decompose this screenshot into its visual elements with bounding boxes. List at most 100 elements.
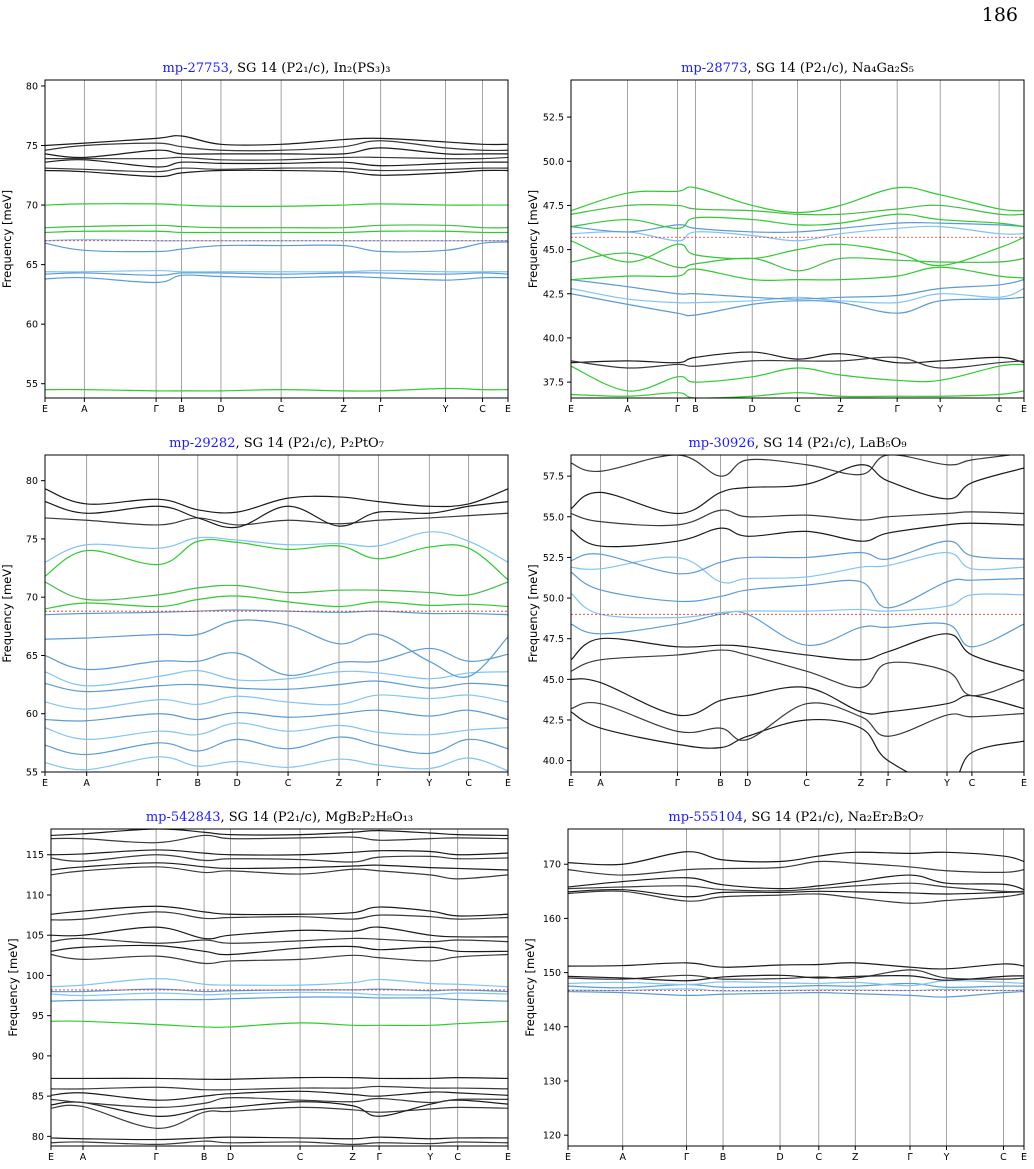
- phonon-band-3: [571, 356, 1024, 369]
- phonon-band-11: [45, 159, 508, 168]
- x-tick-label: A: [597, 778, 604, 789]
- x-tick-label: D: [744, 778, 751, 789]
- phonon-band-14: [45, 140, 508, 152]
- x-tick-label: Y: [943, 1152, 950, 1163]
- material-id-link[interactable]: mp-27753: [162, 61, 228, 76]
- x-tick-label: Γ: [376, 778, 382, 789]
- x-tick-label: B: [201, 1152, 208, 1163]
- phonon-band-16: [51, 926, 508, 940]
- phonon-band-5: [45, 680, 508, 693]
- x-tick-label: Γ: [684, 1152, 690, 1163]
- y-tick-label: 70: [26, 201, 38, 212]
- x-tick-label: C: [297, 1152, 304, 1163]
- phonon-band-10: [571, 522, 1024, 548]
- y-tick-label: 80: [32, 1132, 44, 1143]
- x-tick-label: B: [195, 778, 202, 789]
- x-tick-label: D: [776, 1152, 783, 1163]
- phonon-band-5: [571, 287, 1024, 304]
- band-panel-mp-30926: 40.0 42.5 45.0 47.5 50.0 52.5 55.0 57.5 E A Γ B D C Z Γ…: [526, 436, 1027, 789]
- phonon-band-8: [51, 1020, 508, 1028]
- panel-title: mp-555104, SG 14 (P2₁/c), Na₂Er₂B₂O₇: [668, 810, 923, 825]
- x-tick-label: C: [278, 404, 285, 415]
- y-tick-label: 115: [26, 850, 44, 861]
- material-id-link[interactable]: mp-542843: [146, 810, 221, 825]
- y-tick-label: 80: [26, 476, 38, 487]
- material-id-link[interactable]: mp-29282: [169, 436, 235, 451]
- phonon-band-11: [51, 988, 508, 993]
- phonon-band-0: [51, 1140, 508, 1145]
- y-tick-label: 45.0: [543, 675, 564, 686]
- material-id-link[interactable]: mp-30926: [688, 436, 754, 451]
- x-tick-label: B: [717, 778, 724, 789]
- phonon-band-10: [571, 225, 1024, 242]
- y-tick-label: 60: [26, 320, 38, 331]
- panel-title: mp-28773, SG 14 (P2₁/c), Na₄Ga₂S₅: [681, 61, 914, 76]
- phonon-band-15: [45, 501, 508, 529]
- phonon-band-20: [51, 862, 508, 871]
- bands: [571, 455, 1024, 772]
- phonon-band-6: [45, 669, 508, 687]
- material-id-link[interactable]: mp-28773: [681, 61, 747, 76]
- phonon-band-7: [45, 224, 508, 229]
- y-tick-label: 170: [543, 860, 561, 871]
- phonon-band-7: [568, 890, 1024, 904]
- x-tick-label: Γ: [153, 404, 159, 415]
- phonon-band-11: [568, 860, 1024, 876]
- phonon-band-0: [571, 711, 1024, 772]
- y-tick-label: 80: [26, 81, 38, 92]
- phonon-band-17: [51, 911, 508, 921]
- phonon-band-7: [51, 1076, 508, 1080]
- y-tick-label: 50.0: [543, 157, 564, 168]
- band-panel-mp-27753: 55 60 65 70 75 80 E A Γ B D C Z Γ Y C E Frequency [meV] mp…: [0, 61, 511, 415]
- y-tick-label: 55.0: [543, 512, 564, 523]
- x-tick-label: A: [619, 1152, 626, 1163]
- phonon-band-8: [568, 888, 1024, 898]
- y-tick-label: 65: [26, 651, 38, 662]
- x-tick-label: C: [803, 778, 810, 789]
- x-tick-label: Y: [426, 1152, 433, 1163]
- phonon-band-4: [51, 1097, 508, 1108]
- phonon-band-3: [45, 269, 508, 273]
- y-axis-label: Frequency [meV]: [526, 190, 540, 288]
- x-tick-label: E: [568, 404, 574, 415]
- phonon-band-6: [568, 962, 1024, 970]
- x-tick-label: C: [465, 778, 472, 789]
- phonon-band-18: [51, 905, 508, 917]
- phonon-band-12: [571, 464, 1024, 515]
- y-tick-label: 57.5: [543, 472, 564, 483]
- x-tick-label: Y: [425, 778, 432, 789]
- bands: [51, 829, 508, 1145]
- phonon-band-5: [51, 1090, 508, 1101]
- x-tick-label: C: [454, 1152, 461, 1163]
- x-tick-label: Γ: [907, 1152, 913, 1163]
- x-tick-label: A: [81, 404, 88, 415]
- material-id-link[interactable]: mp-555104: [668, 810, 743, 825]
- axes-frame: [570, 454, 1025, 773]
- y-tick-label: 85: [32, 1092, 44, 1103]
- x-tick-label: D: [233, 778, 240, 789]
- phonon-band-1: [571, 702, 1024, 741]
- phonon-band-21: [51, 854, 508, 863]
- x-tick-label: C: [479, 404, 486, 415]
- phonon-band-0: [568, 990, 1024, 998]
- x-tick-label: E: [42, 404, 48, 415]
- phonon-band-8: [45, 203, 508, 208]
- phonon-band-10: [568, 874, 1024, 891]
- panel-title: mp-29282, SG 14 (P2₁/c), P₂PtO₇: [169, 436, 384, 451]
- phonon-band-10: [45, 595, 508, 610]
- phonon-band-19: [51, 866, 508, 880]
- bands: [45, 488, 508, 772]
- x-tick-label: C: [285, 778, 292, 789]
- x-tick-label: E: [1021, 404, 1027, 415]
- band-panel-mp-29282: 55 60 65 70 75 80 E A Γ B D C Z Γ Y C E Frequency [meV] mp…: [0, 436, 511, 789]
- title-formula: , SG 14 (P2₁/c), LaB₅O₉: [755, 436, 907, 451]
- y-tick-label: 47.5: [543, 634, 564, 645]
- band-panel-mp-542843: 80 85 90 95 100 105 110 115 E A Γ B D C Z Γ Y C E Frequency…: [6, 810, 511, 1163]
- panel-title: mp-542843, SG 14 (P2₁/c), MgB₂P₂H₈O₁₃: [146, 810, 413, 825]
- y-tick-label: 75: [26, 534, 38, 545]
- phonon-band-7: [571, 266, 1024, 282]
- phonon-band-14: [51, 944, 508, 956]
- title-formula: , SG 14 (P2₁/c), P₂PtO₇: [235, 436, 383, 451]
- phonon-band-4: [45, 694, 508, 710]
